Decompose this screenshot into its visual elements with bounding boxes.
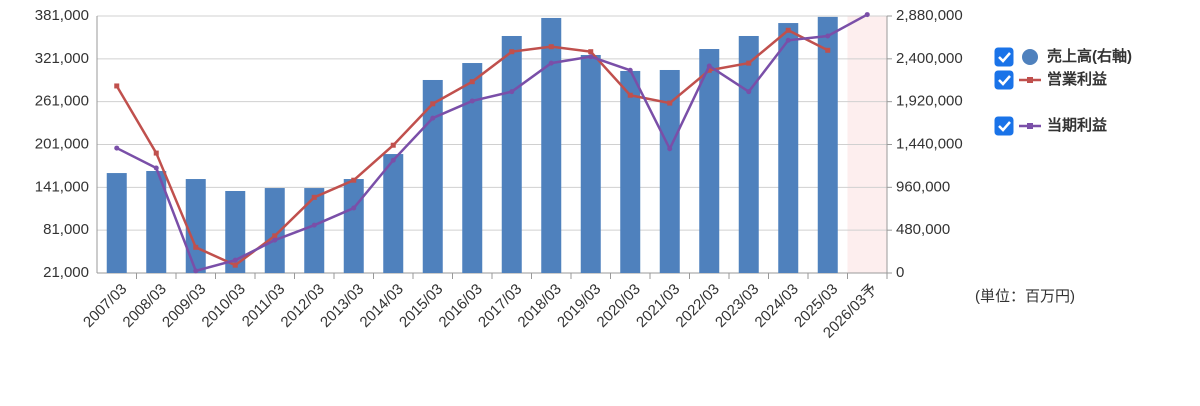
marker — [706, 67, 712, 73]
marker — [272, 233, 278, 239]
bar — [738, 35, 759, 273]
y-tick-label: 321,000 — [35, 50, 89, 67]
legend-label: 売上高(右軸) — [1047, 47, 1132, 65]
y-tick-label: 141,000 — [35, 178, 89, 195]
y2-tick-label: 480,000 — [896, 221, 950, 238]
marker — [509, 89, 515, 95]
y-tick-label: 381,000 — [35, 7, 89, 24]
legend-checkbox[interactable] — [994, 116, 1014, 136]
bar — [541, 17, 562, 273]
y2-tick-label: 0 — [896, 264, 904, 281]
bar — [778, 23, 799, 273]
marker — [627, 67, 633, 73]
marker — [232, 257, 238, 263]
marker — [430, 101, 436, 107]
unit-note: (単位：百万円) — [975, 288, 1075, 305]
bar — [106, 173, 127, 273]
bar — [817, 16, 838, 273]
marker — [627, 92, 633, 98]
marker — [706, 63, 712, 69]
bar — [185, 179, 206, 273]
bar — [580, 54, 601, 273]
y-tick-label: 201,000 — [35, 135, 89, 152]
legend-item[interactable]: 売上高(右軸) — [994, 47, 1132, 67]
marker — [746, 89, 752, 95]
marker — [469, 98, 475, 104]
marker — [785, 27, 791, 33]
marker — [746, 60, 752, 66]
check-mark — [998, 75, 1011, 86]
y2-tick-label: 1,440,000 — [896, 135, 963, 152]
y2-tick-label: 960,000 — [896, 178, 950, 195]
bar — [343, 179, 364, 273]
marker — [588, 54, 594, 60]
legend-item[interactable]: 営業利益 — [994, 70, 1107, 90]
marker — [667, 100, 673, 106]
bar — [264, 188, 285, 273]
legend-icon — [1027, 123, 1033, 129]
marker — [588, 49, 594, 55]
marker — [114, 145, 120, 151]
marker — [390, 142, 396, 148]
y2-tick-label: 1,920,000 — [896, 93, 963, 110]
check-mark — [998, 121, 1011, 132]
marker — [114, 83, 120, 89]
marker — [548, 44, 554, 50]
y-tick-label: 81,000 — [43, 221, 89, 238]
y-tick-label: 21,000 — [43, 264, 89, 281]
marker — [825, 47, 831, 53]
bar — [304, 188, 325, 273]
marker — [509, 49, 515, 55]
marker — [193, 244, 199, 250]
marker — [232, 262, 238, 268]
legend-icon — [1027, 77, 1033, 83]
bar — [462, 63, 483, 273]
marker — [153, 165, 159, 171]
legend-checkbox[interactable] — [994, 70, 1014, 90]
bar — [422, 79, 443, 273]
y-tick-label: 261,000 — [35, 93, 89, 110]
bar — [225, 190, 246, 273]
marker — [272, 237, 278, 243]
y2-tick-label: 2,400,000 — [896, 50, 963, 67]
legend-item[interactable]: 当期利益 — [994, 116, 1107, 136]
marker — [311, 222, 317, 228]
bar — [383, 154, 404, 273]
line — [116, 13, 868, 273]
marker — [430, 115, 436, 121]
bar — [146, 171, 167, 273]
marker — [351, 205, 357, 211]
bar — [620, 70, 641, 273]
legend-label: 営業利益 — [1047, 70, 1107, 88]
marker — [153, 150, 159, 156]
legend-checkbox[interactable] — [994, 47, 1014, 67]
marker — [825, 33, 831, 39]
bar — [501, 35, 522, 273]
marker — [193, 268, 199, 274]
marker — [785, 37, 791, 43]
marker — [864, 12, 870, 18]
marker — [351, 177, 357, 183]
marker — [548, 60, 554, 66]
x-tick-label: 2010/03 — [199, 281, 249, 331]
bar — [699, 49, 720, 273]
legend-label: 当期利益 — [1047, 116, 1107, 134]
y2-tick-label: 2,880,000 — [896, 7, 963, 24]
check-mark — [998, 52, 1011, 63]
marker — [469, 79, 475, 85]
bar — [659, 69, 680, 273]
marker — [311, 194, 317, 200]
marker — [667, 146, 673, 152]
legend-icon — [1022, 49, 1038, 65]
marker — [390, 157, 396, 163]
